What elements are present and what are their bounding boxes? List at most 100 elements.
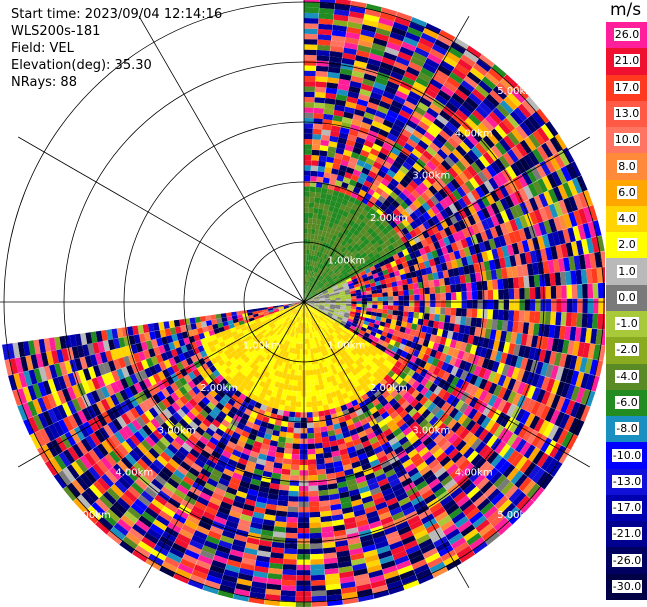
velocity-gate [250, 521, 263, 530]
velocity-gate [309, 191, 316, 198]
velocity-gate [396, 114, 409, 124]
velocity-gate [160, 486, 174, 498]
velocity-gate [538, 193, 549, 208]
velocity-gate [284, 334, 289, 340]
velocity-gate [306, 306, 309, 312]
velocity-gate [196, 496, 210, 507]
velocity-gate [254, 463, 265, 471]
velocity-gate [491, 361, 500, 373]
velocity-gate [439, 495, 454, 507]
velocity-gate [227, 398, 236, 407]
velocity-gate [308, 295, 313, 300]
velocity-gate [323, 280, 329, 286]
velocity-gate [314, 86, 327, 93]
velocity-gate [365, 287, 372, 292]
velocity-gate [476, 281, 483, 291]
velocity-gate [425, 266, 433, 275]
velocity-gate [407, 283, 414, 290]
velocity-gate [235, 529, 249, 538]
velocity-gate [207, 530, 222, 540]
velocity-gate [450, 178, 461, 190]
velocity-gate [364, 357, 372, 364]
velocity-gate [312, 134, 322, 140]
velocity-gate [486, 249, 494, 261]
velocity-gate [323, 318, 329, 323]
velocity-gate [450, 307, 457, 316]
velocity-gate [310, 315, 314, 321]
velocity-gate [180, 558, 196, 570]
velocity-gate [323, 326, 328, 332]
velocity-gate [249, 591, 266, 600]
velocity-gate [267, 450, 277, 458]
velocity-gate [393, 464, 405, 474]
velocity-gate [472, 515, 487, 529]
velocity-gate [359, 88, 372, 97]
velocity-gate [138, 474, 151, 487]
velocity-gate [520, 333, 528, 346]
velocity-gate [365, 258, 372, 265]
velocity-gate [418, 484, 431, 496]
velocity-gate [376, 308, 383, 314]
velocity-gate [402, 458, 414, 469]
velocity-gate [258, 545, 272, 553]
velocity-gate [363, 13, 380, 23]
velocity-gate [259, 481, 271, 489]
velocity-gate [282, 410, 290, 417]
velocity-gate [357, 350, 364, 357]
velocity-gate [176, 408, 187, 419]
velocity-gate [247, 352, 254, 360]
velocity-gate [409, 519, 424, 531]
velocity-gate [576, 284, 583, 299]
velocity-gate [395, 11, 413, 22]
velocity-gate [327, 210, 333, 217]
velocity-gate [304, 133, 313, 140]
velocity-gate [392, 330, 400, 337]
velocity-gate [161, 506, 176, 518]
velocity-gate [429, 171, 440, 182]
velocity-gate [426, 426, 437, 437]
velocity-gate [204, 384, 213, 393]
velocity-gate [524, 251, 533, 264]
velocity-gate [312, 406, 319, 413]
velocity-gate [511, 145, 524, 160]
velocity-gate [342, 327, 349, 333]
velocity-gate [409, 421, 419, 431]
velocity-gate [385, 231, 393, 240]
velocity-gate [590, 328, 598, 344]
velocity-gate [371, 463, 383, 473]
velocity-gate [307, 228, 312, 234]
velocity-gate [392, 21, 409, 32]
velocity-gate [309, 271, 313, 277]
velocity-gate [406, 246, 414, 254]
velocity-gate [314, 286, 319, 291]
velocity-gate [369, 245, 376, 252]
velocity-gate [279, 600, 296, 607]
velocity-gate [269, 562, 283, 570]
velocity-gate [443, 322, 450, 331]
velocity-gate [375, 27, 391, 37]
velocity-gate [320, 356, 325, 363]
velocity-gate [352, 169, 362, 177]
velocity-gate [306, 275, 309, 282]
velocity-gate [351, 278, 358, 283]
velocity-gate [466, 507, 480, 520]
velocity-gate [544, 273, 551, 287]
velocity-gate [534, 286, 541, 299]
velocity-gate [255, 435, 264, 444]
velocity-gate [291, 308, 296, 313]
velocity-gate [313, 267, 318, 273]
velocity-gate [553, 201, 564, 217]
velocity-gate [382, 199, 392, 208]
velocity-gate [459, 499, 474, 512]
velocity-gate [262, 331, 269, 337]
velocity-gate [312, 255, 317, 262]
velocity-gate [383, 428, 393, 437]
velocity-gate [322, 265, 327, 271]
velocity-gate [371, 248, 379, 256]
velocity-gate [298, 364, 303, 371]
velocity-gate [514, 85, 530, 100]
velocity-gate [240, 513, 253, 522]
velocity-gate [319, 295, 325, 298]
velocity-gate [523, 154, 535, 169]
velocity-gate [494, 440, 507, 454]
